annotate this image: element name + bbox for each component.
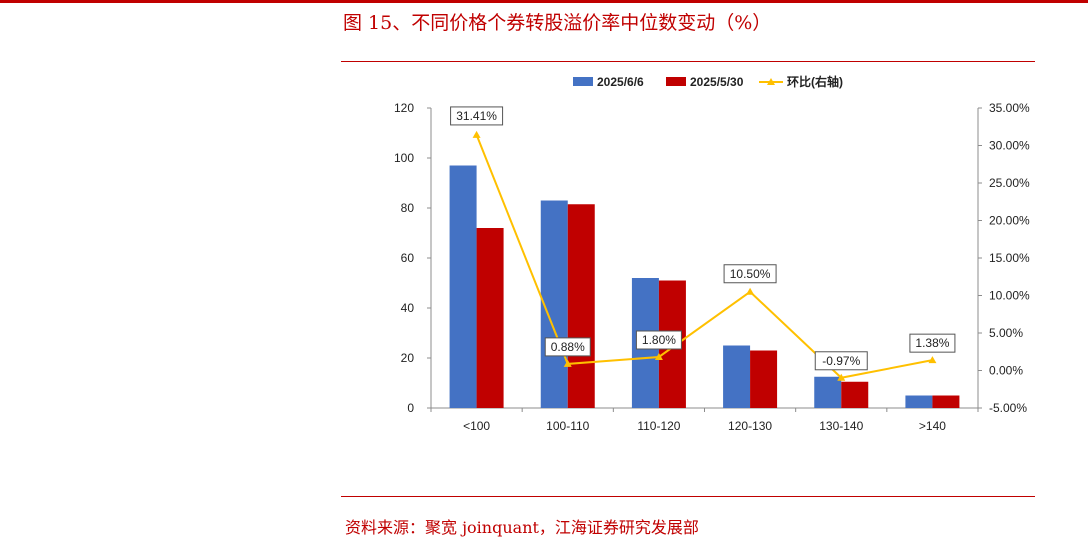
bar-series-2 — [750, 350, 778, 408]
legend-marker — [767, 78, 775, 85]
bar-series-2 — [567, 204, 595, 408]
source-note: 资料来源：聚宽 joinquant，江海证券研究发展部 — [345, 518, 699, 537]
bar-series-1 — [449, 165, 477, 408]
line-marker — [654, 353, 663, 360]
y-tick-label-right: 15.00% — [989, 251, 1030, 265]
line-marker — [928, 356, 937, 364]
data-label: 1.80% — [642, 333, 676, 347]
line-series — [475, 134, 933, 379]
x-tick-label: 100-110 — [546, 419, 589, 433]
legend-label: 环比(右轴) — [787, 74, 843, 89]
data-label-box — [909, 333, 956, 353]
title-divider — [341, 61, 1035, 62]
data-label-box — [723, 264, 777, 284]
y-tick-label-right: 30.00% — [989, 139, 1030, 153]
x-tick-label: 120-130 — [728, 419, 772, 433]
bar-series-1 — [540, 200, 568, 408]
legend-swatch — [666, 77, 686, 86]
line-marker — [746, 287, 755, 295]
y-tick-label-right: 25.00% — [989, 176, 1030, 190]
legend-label: 2025/5/30 — [690, 75, 744, 89]
bar-series-1 — [905, 395, 933, 408]
legend-swatch — [573, 77, 593, 86]
y-tick-label-right: 35.00% — [989, 101, 1030, 115]
bar-series-1 — [814, 376, 842, 408]
line-marker — [563, 359, 572, 367]
x-tick-label: 130-140 — [819, 419, 863, 433]
bar-series-2 — [932, 395, 960, 408]
y-tick-label-right: 20.00% — [989, 214, 1030, 228]
top-accent-rule — [0, 0, 1088, 3]
y-tick-label-left: 0 — [407, 401, 414, 415]
bar-series-2 — [841, 381, 869, 408]
data-label: 0.88% — [551, 340, 585, 354]
x-tick-label: 110-120 — [637, 419, 680, 433]
source-divider — [341, 496, 1035, 497]
x-tick-label: >140 — [919, 419, 946, 433]
bar-series-1 — [723, 345, 751, 408]
y-tick-label-left: 100 — [394, 151, 414, 165]
data-label-box — [635, 330, 682, 350]
y-tick-label-left: 80 — [401, 201, 415, 215]
line-marker — [837, 373, 846, 381]
data-label-box — [450, 106, 504, 126]
bar-series-2 — [476, 228, 504, 408]
line-marker — [472, 130, 481, 138]
data-label: 10.50% — [730, 267, 771, 281]
y-tick-label-right: 5.00% — [989, 326, 1023, 340]
y-tick-label-left: 60 — [401, 251, 415, 265]
y-tick-label-right: 10.00% — [989, 289, 1030, 303]
data-label-box — [814, 351, 868, 371]
y-tick-label-left: 120 — [394, 101, 414, 115]
y-tick-label-right: 0.00% — [989, 364, 1023, 378]
data-label: -0.97% — [822, 354, 860, 368]
legend-label: 2025/6/6 — [597, 75, 644, 89]
y-tick-label-left: 20 — [401, 351, 415, 365]
data-label: 1.38% — [915, 336, 949, 350]
figure-title: 图 15、不同价格个券转股溢价率中位数变动（%） — [343, 12, 772, 34]
data-label-box — [544, 337, 591, 357]
y-tick-label-left: 40 — [401, 301, 415, 315]
y-tick-label-right: -5.00% — [989, 401, 1027, 415]
x-tick-label: <100 — [463, 419, 490, 433]
data-label: 31.41% — [456, 109, 497, 123]
